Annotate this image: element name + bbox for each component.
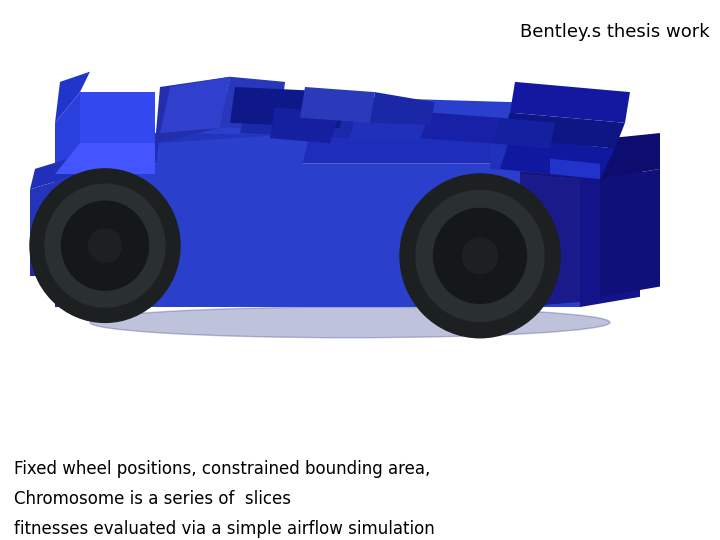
Polygon shape [230,87,345,128]
Polygon shape [520,174,640,307]
Polygon shape [55,72,90,123]
Polygon shape [350,103,430,138]
Polygon shape [55,174,130,307]
Polygon shape [370,92,435,125]
Text: fitnesses evaluated via a simple airflow simulation: fitnesses evaluated via a simple airflow… [14,520,435,538]
Polygon shape [155,77,230,143]
Text: Chromosome is a series of  slices: Chromosome is a series of slices [14,490,292,508]
Polygon shape [155,133,310,174]
Polygon shape [520,148,645,184]
Circle shape [416,191,544,321]
Polygon shape [240,92,360,138]
Polygon shape [160,77,230,133]
Polygon shape [130,164,580,307]
Polygon shape [30,235,80,276]
Polygon shape [600,169,660,297]
Polygon shape [420,112,500,143]
Polygon shape [30,174,80,235]
Polygon shape [600,133,660,179]
Polygon shape [270,107,340,143]
Polygon shape [510,82,630,123]
Circle shape [433,208,526,303]
Polygon shape [155,112,320,143]
Circle shape [45,184,165,307]
Polygon shape [55,92,80,174]
Polygon shape [130,133,600,164]
Polygon shape [490,143,555,174]
Polygon shape [550,159,600,179]
Polygon shape [80,92,155,174]
Circle shape [400,174,560,338]
Polygon shape [580,148,645,174]
Text: Fixed wheel positions, constrained bounding area,: Fixed wheel positions, constrained bound… [14,460,431,478]
Polygon shape [30,153,85,190]
Polygon shape [55,143,155,174]
Polygon shape [55,143,155,174]
Circle shape [30,169,180,322]
Polygon shape [55,271,130,307]
Circle shape [462,238,498,274]
Ellipse shape [90,307,610,338]
Polygon shape [300,87,375,123]
Circle shape [61,201,148,290]
Polygon shape [500,138,615,179]
Polygon shape [490,118,555,148]
Polygon shape [220,77,285,128]
Polygon shape [160,92,520,138]
Polygon shape [580,164,640,307]
Polygon shape [500,112,625,148]
Text: Bentley.s thesis work: Bentley.s thesis work [521,23,710,40]
Circle shape [89,229,122,262]
